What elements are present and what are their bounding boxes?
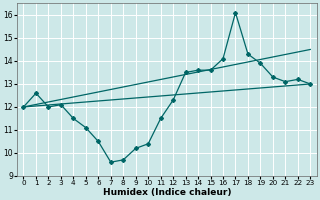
X-axis label: Humidex (Indice chaleur): Humidex (Indice chaleur): [103, 188, 231, 197]
